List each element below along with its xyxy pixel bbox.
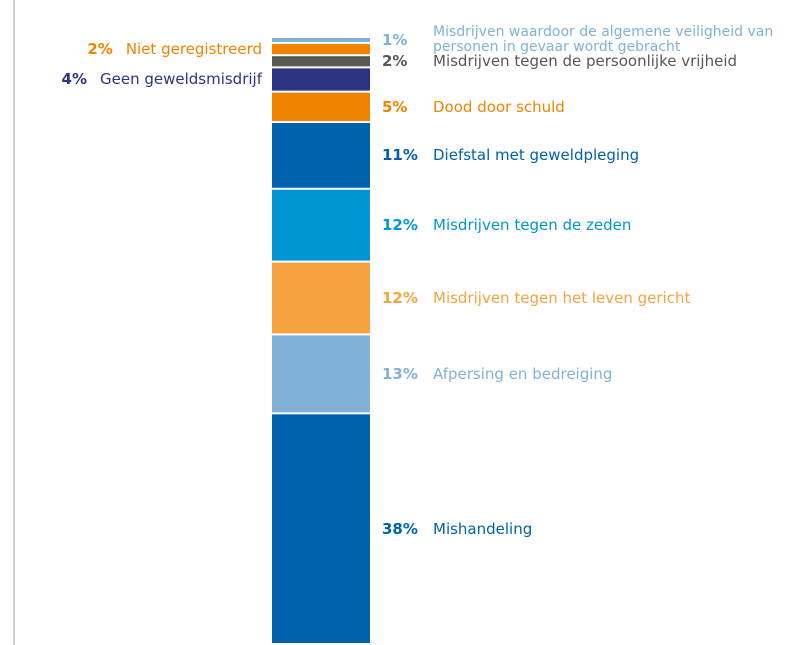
- legend-label: Misdrijven tegen de zeden: [433, 216, 632, 235]
- value-label: 4%: [61, 70, 87, 89]
- segment-label: 12% Misdrijven tegen het leven gericht: [382, 290, 793, 306]
- segment-label: 2% Misdrijven tegen de persoonlijke vrijh…: [382, 53, 793, 69]
- segment-label: 2% Niet geregistreerd: [87, 41, 262, 57]
- segment-label: 12% Misdrijven tegen de zeden: [382, 217, 793, 233]
- legend-label: Diefstal met geweldpleging: [433, 146, 640, 165]
- legend-label: Dood door schuld: [433, 97, 565, 116]
- value-label: 2%: [382, 52, 408, 71]
- bar-segment: [272, 38, 370, 43]
- bar-segment: [272, 56, 370, 67]
- value-label: 11%: [382, 146, 418, 165]
- legend-label: Mishandeling: [433, 519, 533, 538]
- value-label: 5%: [382, 97, 408, 116]
- bar-segment: [272, 189, 370, 261]
- bar-segment: [272, 68, 370, 91]
- segment-label: 4% Geen geweldsmisdrijf: [62, 71, 262, 87]
- segment-label: 13% Afpersing en bedreiging: [382, 366, 793, 382]
- legend-label: Misdrijven waardoor de algemene veilighe…: [433, 24, 774, 56]
- bar-segment: [272, 92, 370, 121]
- bar-segment: [272, 335, 370, 413]
- bar-segment: [272, 262, 370, 334]
- segment-label: 38% Mishandeling: [382, 521, 793, 537]
- value-label: 2%: [87, 40, 113, 59]
- value-label: 13%: [382, 364, 418, 383]
- value-label: 38%: [382, 519, 418, 538]
- legend-label: Niet geregistreerd: [125, 40, 262, 59]
- segment-label: 5% Dood door schuld: [382, 99, 793, 115]
- bar-segment: [272, 44, 370, 55]
- value-label: 1%: [382, 31, 408, 50]
- value-label: 12%: [382, 216, 418, 235]
- legend-label: Misdrijven tegen de persoonlijke vrijhei…: [433, 52, 738, 71]
- legend-label: Afpersing en bedreiging: [433, 364, 613, 383]
- segment-label: 1% Misdrijven waardoor de algemene veilig…: [382, 25, 793, 55]
- bar-segment: [272, 122, 370, 188]
- value-label: 12%: [382, 289, 418, 307]
- segment-label: 11% Diefstal met geweldpleging: [382, 147, 793, 163]
- bar-segment: [272, 414, 370, 643]
- legend-label: Geen geweldsmisdrijf: [99, 70, 262, 89]
- legend-label: Misdrijven tegen het leven gericht: [433, 289, 691, 307]
